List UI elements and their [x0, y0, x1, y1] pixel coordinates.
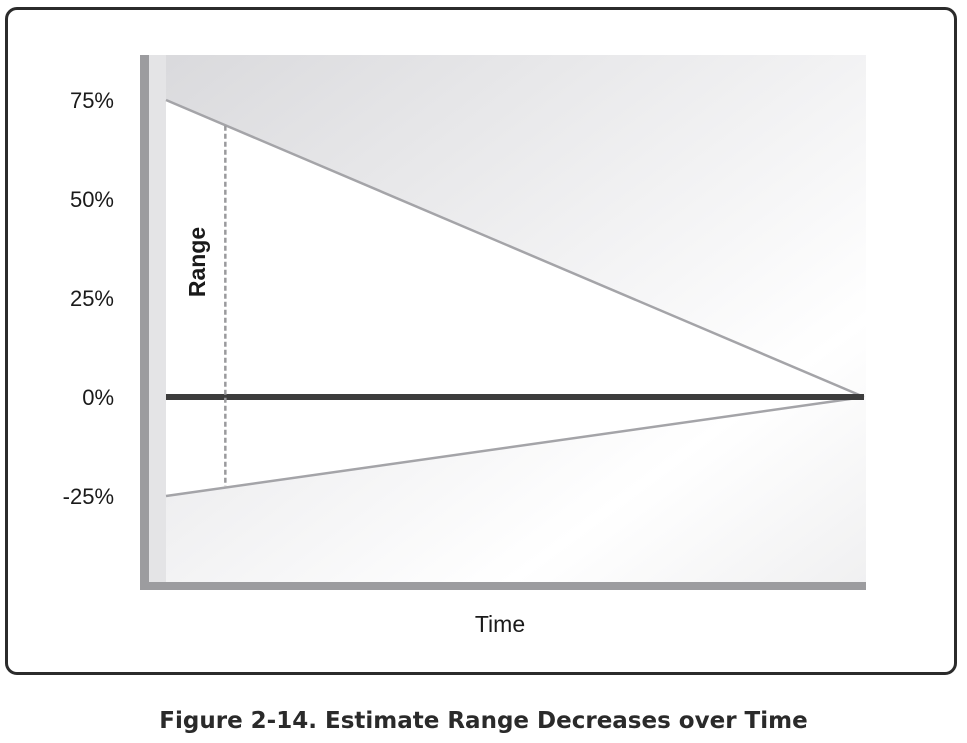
y-tick-label: 75%: [70, 88, 114, 113]
range-annotation-label: Range: [184, 227, 210, 297]
y-tick-label: 0%: [82, 385, 114, 410]
y-axis-bar: [140, 55, 149, 590]
plot-inner-shade: [149, 55, 166, 582]
y-tick-label: 50%: [70, 187, 114, 212]
x-axis-label: Time: [475, 611, 525, 637]
x-axis-bar: [140, 582, 866, 590]
lower-bound-line: [165, 395, 865, 498]
upper-bound-line: [165, 98, 865, 399]
y-tick-label: -25%: [63, 484, 114, 509]
y-tick-labels: 75% 50% 25% 0% -25%: [63, 88, 114, 509]
plot-layer: Range: [149, 55, 865, 582]
y-tick-label: 25%: [70, 286, 114, 311]
figure-caption: Figure 2-14. Estimate Range Decreases ov…: [159, 708, 808, 734]
